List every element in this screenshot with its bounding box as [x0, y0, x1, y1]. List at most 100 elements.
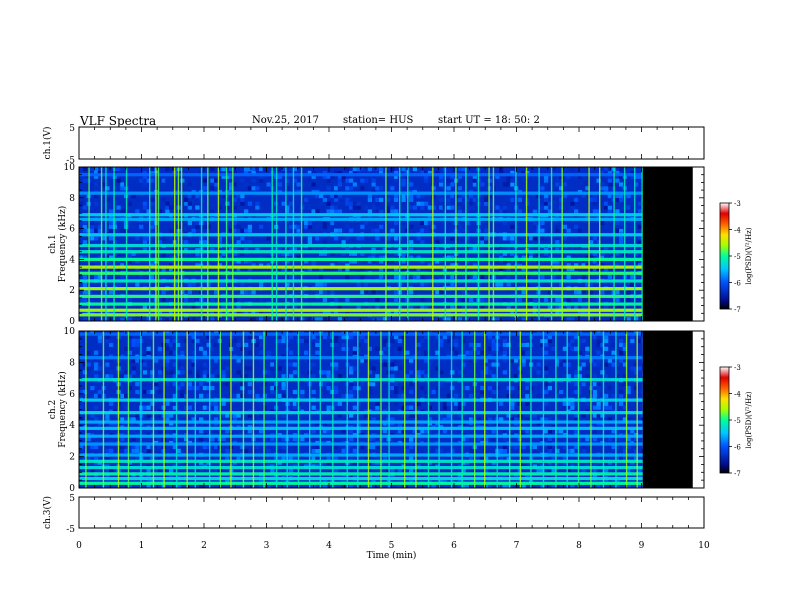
noise-cell	[142, 170, 147, 175]
noise-cell	[525, 385, 530, 391]
noise-cell	[506, 429, 511, 434]
noise-cell	[161, 178, 166, 183]
noise-cell	[499, 401, 504, 406]
noise-cell	[371, 444, 376, 450]
colorbar-tick-label: -6	[734, 444, 741, 452]
noise-cell	[596, 362, 601, 367]
noise-cell	[352, 389, 357, 395]
noise-cell	[499, 282, 504, 287]
noise-cell	[544, 350, 549, 355]
noise-cell	[604, 201, 609, 206]
noise-cell	[506, 247, 511, 252]
noise-cell	[532, 366, 537, 371]
noise-cell	[394, 220, 399, 226]
noise-cell	[600, 220, 605, 226]
noise-cell	[352, 201, 357, 206]
noise-cell	[187, 193, 192, 199]
noise-cell	[169, 342, 174, 347]
y-axis-label: ch.3(V)	[42, 496, 53, 529]
noise-cell	[180, 178, 185, 183]
noise-cell	[574, 290, 579, 295]
noise-cell	[360, 358, 365, 363]
noise-cell	[225, 429, 230, 434]
noise-cell	[150, 201, 155, 206]
noise-cell	[570, 389, 575, 395]
noise-cell	[540, 389, 545, 395]
noise-cell	[135, 413, 140, 418]
noise-cell	[202, 197, 207, 202]
noise-cell	[285, 282, 290, 287]
noise-cell	[304, 255, 309, 260]
noise-cell	[630, 468, 635, 473]
noise-cell	[604, 338, 609, 344]
noise-cell	[150, 334, 155, 340]
noise-cell	[427, 405, 432, 410]
noise-cell	[450, 236, 455, 241]
noise-cell	[109, 370, 114, 375]
noise-cell	[367, 255, 372, 260]
noise-cell	[277, 456, 282, 461]
noise-cell	[259, 282, 264, 287]
noise-cell	[285, 263, 290, 268]
noise-cell	[199, 393, 204, 399]
noise-cell	[577, 374, 582, 379]
noise-cell	[229, 236, 234, 241]
noise-cell	[367, 484, 372, 489]
noise-cell	[435, 350, 440, 355]
noise-cell	[566, 228, 571, 233]
noise-cell	[82, 429, 87, 434]
noise-cell	[390, 205, 395, 210]
noise-cell	[210, 374, 215, 379]
sferic-streak	[194, 331, 197, 488]
sferic-streak	[152, 331, 155, 488]
noise-cell	[461, 305, 466, 310]
noise-cell	[382, 317, 387, 322]
noise-cell	[427, 429, 432, 434]
noise-cell	[401, 405, 406, 410]
noise-cell	[600, 370, 605, 375]
noise-cell	[259, 334, 264, 340]
noise-cell	[289, 334, 294, 340]
noise-cell	[337, 267, 342, 272]
noise-cell	[619, 263, 624, 268]
noise-cell	[409, 193, 414, 199]
noise-cell	[409, 240, 414, 245]
noise-cell	[637, 240, 642, 245]
noise-cell	[210, 385, 215, 391]
noise-cell	[221, 282, 226, 287]
noise-cell	[480, 456, 485, 461]
sferic-streak	[625, 331, 628, 488]
colorbar-tick-label: -4	[734, 391, 741, 399]
noise-cell	[409, 405, 414, 410]
noise-cell	[109, 228, 114, 233]
noise-cell	[446, 401, 451, 406]
noise-cell	[555, 448, 560, 453]
noise-cell	[79, 405, 84, 410]
noise-cell	[450, 263, 455, 268]
noise-cell	[259, 259, 264, 264]
noise-cell	[247, 240, 252, 245]
noise-cell	[375, 197, 380, 202]
noise-cell	[510, 240, 515, 245]
noise-cell	[574, 297, 579, 303]
noise-cell	[439, 290, 444, 295]
noise-cell	[240, 346, 245, 351]
noise-cell	[191, 193, 196, 199]
noise-cell	[247, 267, 252, 272]
noise-cell	[142, 370, 147, 375]
noise-cell	[315, 448, 320, 453]
noise-cell	[484, 358, 489, 363]
noise-cell	[165, 358, 170, 363]
noise-cell	[469, 201, 474, 206]
noise-cell	[79, 255, 84, 260]
noise-cell	[169, 167, 174, 172]
noise-cell	[626, 389, 631, 395]
noise-cell	[341, 259, 346, 264]
noise-cell	[607, 205, 612, 210]
sferic-streak	[155, 167, 157, 321]
noise-cell	[169, 228, 174, 233]
noise-cell	[604, 305, 609, 310]
noise-cell	[394, 350, 399, 355]
noise-cell	[236, 267, 241, 272]
noise-cell	[285, 174, 290, 179]
